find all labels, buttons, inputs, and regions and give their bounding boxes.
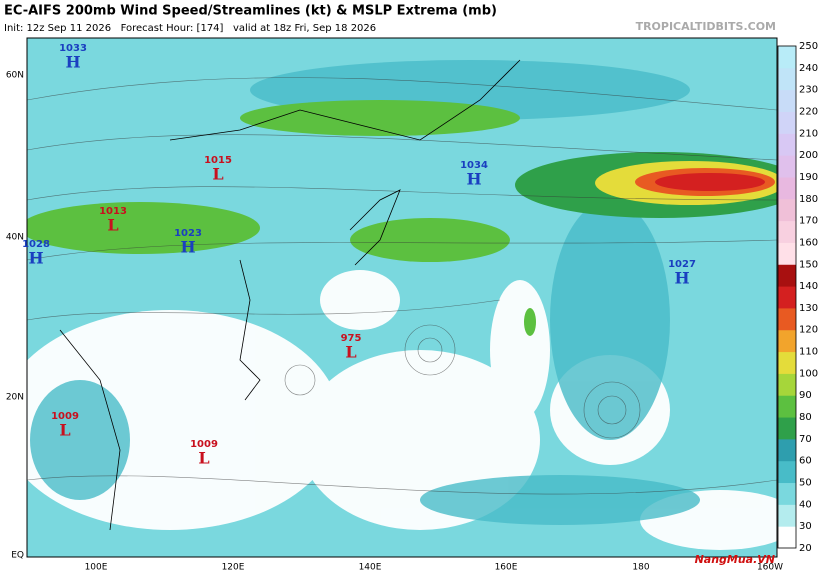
colorbar-label: 130 bbox=[799, 303, 818, 314]
colorbar-label: 140 bbox=[799, 281, 818, 292]
colorbar-label: 200 bbox=[799, 150, 818, 161]
pressure-value: 1033 bbox=[59, 43, 87, 54]
lon-label: 120E bbox=[222, 563, 245, 573]
lat-label: 40N bbox=[6, 233, 24, 243]
pressure-value: 1034 bbox=[460, 160, 488, 171]
lon-label: 140E bbox=[359, 563, 382, 573]
colorbar-label: 250 bbox=[799, 41, 818, 52]
colorbar-swatch bbox=[778, 220, 796, 243]
colorbar-swatch bbox=[778, 438, 796, 462]
pressure-letter: L bbox=[59, 421, 70, 440]
colorbar-label: 80 bbox=[799, 412, 812, 423]
colorbar-swatch bbox=[778, 417, 796, 440]
pressure-value: 1015 bbox=[204, 155, 232, 166]
pressure-letter: H bbox=[466, 170, 481, 189]
colorbar-label: 120 bbox=[799, 325, 818, 336]
colorbar-label: 50 bbox=[799, 478, 812, 489]
colorbar-swatch bbox=[778, 460, 796, 484]
lat-label: 60N bbox=[6, 71, 24, 81]
subtitle: Init: 12z Sep 11 2026 Forecast Hour: [17… bbox=[4, 23, 376, 34]
colorbar-swatch bbox=[778, 395, 796, 418]
pressure-letter: L bbox=[345, 343, 356, 362]
colorbar-swatch bbox=[778, 67, 796, 91]
pressure-value: 1009 bbox=[51, 411, 79, 422]
pressure-value: 1009 bbox=[190, 439, 218, 450]
colorbar-label: 90 bbox=[799, 390, 812, 401]
colorbar-label: 70 bbox=[799, 434, 812, 445]
colorbar-label: 190 bbox=[799, 172, 818, 183]
colorbar-swatch bbox=[778, 504, 796, 527]
colorbar-swatch bbox=[778, 286, 796, 309]
lon-label: 160W bbox=[757, 563, 783, 573]
colorbar-label: 40 bbox=[799, 499, 812, 510]
lon-label: 100E bbox=[85, 563, 108, 573]
pressure-letter: L bbox=[198, 449, 209, 468]
colorbar-label: 240 bbox=[799, 63, 818, 74]
colorbar-label: 220 bbox=[799, 106, 818, 117]
colorbar-swatch bbox=[778, 133, 796, 156]
colorbar-label: 150 bbox=[799, 259, 818, 270]
map bbox=[27, 38, 777, 557]
pressure-letter: L bbox=[212, 165, 223, 184]
colorbar-label: 160 bbox=[799, 237, 818, 248]
pressure-letter: H bbox=[28, 249, 43, 268]
pressure-letter: H bbox=[180, 238, 195, 257]
title: EC-AIFS 200mb Wind Speed/Streamlines (kt… bbox=[4, 4, 497, 19]
lat-label: EQ bbox=[11, 551, 24, 561]
pressure-value: 1028 bbox=[22, 239, 50, 250]
pressure-value: 1023 bbox=[174, 228, 202, 239]
colorbar-swatch bbox=[778, 46, 796, 69]
colorbar-frame bbox=[777, 45, 797, 549]
colorbar-label: 100 bbox=[799, 368, 818, 379]
colorbar-label: 20 bbox=[799, 543, 812, 554]
pressure-value: 975 bbox=[341, 333, 362, 344]
pressure-letter: H bbox=[65, 53, 80, 72]
colorbar-swatch bbox=[778, 526, 796, 549]
colorbar-swatch bbox=[778, 329, 796, 353]
colorbar-label: 60 bbox=[799, 456, 812, 467]
lat-label: 20N bbox=[6, 393, 24, 403]
watermark: NangMua.VN bbox=[695, 553, 775, 566]
colorbar-swatch bbox=[778, 482, 796, 505]
colorbar-label: 110 bbox=[799, 347, 818, 358]
lon-label: 160E bbox=[495, 563, 518, 573]
colorbar-swatch bbox=[778, 264, 796, 287]
colorbar-swatch bbox=[778, 155, 796, 178]
colorbar-label: 210 bbox=[799, 128, 818, 139]
colorbar-swatch bbox=[778, 242, 796, 265]
colorbar-label: 230 bbox=[799, 85, 818, 96]
colorbar-label: 30 bbox=[799, 521, 812, 532]
colorbar-swatch bbox=[778, 307, 796, 331]
site: TROPICALTIDBITS.COM bbox=[636, 20, 776, 33]
colorbar-label: 180 bbox=[799, 194, 818, 205]
colorbar-swatch bbox=[778, 89, 796, 112]
pressure-letter: H bbox=[674, 269, 689, 288]
colorbar-swatch bbox=[778, 176, 796, 200]
colorbar-swatch bbox=[778, 373, 796, 396]
pressure-value: 1027 bbox=[668, 259, 696, 270]
map-frame bbox=[26, 37, 778, 558]
lon-label: 180 bbox=[632, 563, 649, 573]
colorbar-label: 170 bbox=[799, 216, 818, 227]
pressure-value: 1013 bbox=[99, 206, 127, 217]
colorbar-swatch bbox=[778, 198, 796, 222]
pressure-letter: L bbox=[107, 216, 118, 235]
colorbar-swatch bbox=[778, 351, 796, 374]
colorbar-swatch bbox=[778, 111, 796, 134]
